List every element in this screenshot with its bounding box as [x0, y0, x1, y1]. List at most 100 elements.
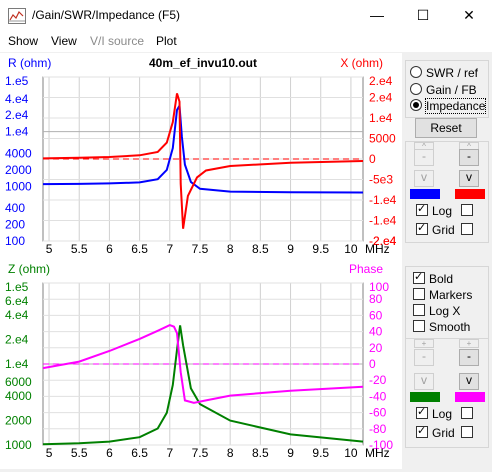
menu-bar: Show View V/I source Plot — [0, 31, 492, 52]
lower-series-green — [42, 325, 364, 446]
app-chart-icon[interactable] — [8, 8, 26, 24]
markers-row[interactable]: Markers — [413, 288, 472, 302]
radio-swr[interactable]: SWR / ref — [410, 66, 478, 80]
upper-right-log-checkbox[interactable] — [461, 204, 473, 216]
lower-x-tick-label: 7 — [166, 446, 173, 460]
lower-series-magenta — [42, 324, 364, 404]
lower-right-plus-button[interactable]: + — [459, 339, 479, 348]
lower-left-down-button[interactable]: v — [414, 373, 434, 390]
lower-x-tick-label: 5 — [46, 446, 53, 460]
upper-right-tick-label: 2.e4 — [369, 74, 393, 88]
lower-log-checkbox[interactable] — [416, 405, 428, 419]
minimize-button[interactable]: — — [354, 0, 400, 31]
upper-x-tick-label: 6.5 — [131, 242, 148, 256]
lower-left-plus-button[interactable]: + — [414, 339, 434, 348]
lower-right-log-row[interactable] — [461, 407, 477, 421]
lower-left-color-swatch[interactable] — [410, 392, 440, 402]
reset-button[interactable]: Reset — [415, 118, 477, 138]
lower-x-tick-label: 8 — [227, 446, 234, 460]
lower-right-tick-label: -100 — [369, 438, 393, 452]
upper-x-tick-label: 5 — [46, 242, 53, 256]
radio-gain-label: Gain / FB — [426, 83, 477, 97]
lower-right-tick-label: 20 — [369, 341, 383, 355]
maximize-button[interactable]: ☐ — [400, 0, 446, 31]
upper-right-minus-button[interactable]: - — [459, 149, 479, 166]
smooth-row[interactable]: Smooth — [413, 320, 470, 334]
menu-view[interactable]: View — [51, 34, 77, 48]
lower-left-axis-label: Z (ohm) — [8, 262, 50, 276]
radio-swr-indicator[interactable] — [410, 66, 422, 78]
upper-left-color-swatch[interactable] — [410, 189, 440, 199]
radio-impedance-indicator[interactable] — [410, 99, 422, 111]
upper-left-tick-label: 1.e4 — [5, 125, 29, 139]
upper-x-tick-label: 10 — [344, 242, 358, 256]
upper-log-checkbox[interactable] — [416, 202, 428, 216]
lower-left-minus-button[interactable]: - — [414, 349, 434, 366]
lower-x-tick-label: 8.5 — [252, 446, 269, 460]
lower-right-tick-label: 0 — [369, 357, 376, 371]
lower-right-tick-label: -60 — [369, 406, 387, 420]
upper-left-minus-button[interactable]: - — [414, 149, 434, 166]
bold-row[interactable]: Bold — [413, 270, 453, 286]
lower-right-tick-label: -20 — [369, 373, 387, 387]
lower-grid-checkbox[interactable] — [416, 424, 428, 438]
lower-x-tick-label: 5.5 — [71, 446, 88, 460]
radio-gain[interactable]: Gain / FB — [410, 83, 477, 97]
upper-log-row[interactable]: Log — [416, 202, 453, 218]
upper-right-grid-checkbox[interactable] — [461, 223, 473, 235]
charts-svg: 40m_ef_invu10.out R (ohm) X (ohm) 1.e5 4.e4 2… — [5, 56, 397, 460]
logx-checkbox[interactable] — [413, 304, 425, 316]
upper-right-log-row[interactable] — [461, 204, 477, 218]
menu-show[interactable]: Show — [8, 34, 39, 48]
lower-right-grid-row[interactable] — [461, 426, 477, 440]
lower-x-unit-label: MHz — [365, 446, 390, 460]
upper-x-unit-label: MHz — [365, 242, 390, 256]
upper-left-tick-label: 2.e4 — [5, 108, 29, 122]
lower-left-tick-label: 1.e4 — [5, 357, 29, 371]
upper-right-tick-label: 5000 — [369, 132, 396, 146]
lower-log-row[interactable]: Log — [416, 405, 453, 421]
close-button[interactable]: ✕ — [446, 0, 492, 31]
markers-checkbox[interactable] — [413, 288, 425, 300]
upper-right-tick-label: -1.e4 — [369, 193, 397, 207]
upper-left-axis-label: R (ohm) — [8, 56, 51, 70]
lower-left-tick-label: 6.e4 — [5, 294, 29, 308]
lower-x-tick-label: 10 — [344, 446, 358, 460]
radio-impedance[interactable]: Impedance — [410, 98, 487, 114]
lower-right-minus-button[interactable]: - — [459, 349, 479, 366]
upper-left-tick-label: 4.e4 — [5, 92, 29, 106]
upper-x-tick-label: 8.5 — [252, 242, 269, 256]
lower-right-color-swatch[interactable] — [455, 392, 485, 402]
upper-grid-checkbox[interactable] — [416, 221, 428, 235]
lower-x-tick-label: 6 — [106, 446, 113, 460]
chart-area: 40m_ef_invu10.out R (ohm) X (ohm) 1.e5 4.e4 2… — [0, 53, 402, 469]
lower-left-tick-label: 4.e4 — [5, 308, 29, 322]
upper-x-tick-label: 7.5 — [192, 242, 209, 256]
menu-plot[interactable]: Plot — [156, 34, 177, 48]
upper-x-tick-label: 9 — [287, 242, 294, 256]
upper-right-tick-label: -2.e4 — [369, 234, 397, 248]
lower-left-tick-label: 4000 — [5, 389, 32, 403]
upper-left-down-button[interactable]: v — [414, 170, 434, 187]
upper-grid-row[interactable]: Grid — [416, 221, 455, 237]
lower-log-label: Log — [432, 407, 453, 421]
logx-label: Log X — [429, 304, 461, 318]
lower-right-down-button[interactable]: v — [459, 373, 479, 390]
upper-left-tick-label: 200 — [5, 218, 25, 232]
radio-gain-indicator[interactable] — [410, 83, 422, 95]
upper-right-grid-row[interactable] — [461, 223, 477, 237]
upper-right-down-button[interactable]: v — [459, 170, 479, 187]
menu-vi-source[interactable]: V/I source — [90, 34, 145, 48]
bold-checkbox[interactable] — [413, 270, 425, 284]
upper-right-color-swatch[interactable] — [455, 189, 485, 199]
lower-right-log-checkbox[interactable] — [461, 407, 473, 419]
upper-right-tick-label: -1.e4 — [369, 214, 397, 228]
lower-right-grid-checkbox[interactable] — [461, 426, 473, 438]
lower-right-tick-label: -40 — [369, 389, 387, 403]
smooth-checkbox[interactable] — [413, 320, 425, 332]
logx-row[interactable]: Log X — [413, 304, 460, 318]
upper-log-label: Log — [432, 204, 453, 218]
upper-right-tick-label: -2.e4 — [369, 234, 397, 248]
lower-left-tick-label: 1.e5 — [5, 280, 29, 294]
lower-grid-row[interactable]: Grid — [416, 424, 455, 440]
